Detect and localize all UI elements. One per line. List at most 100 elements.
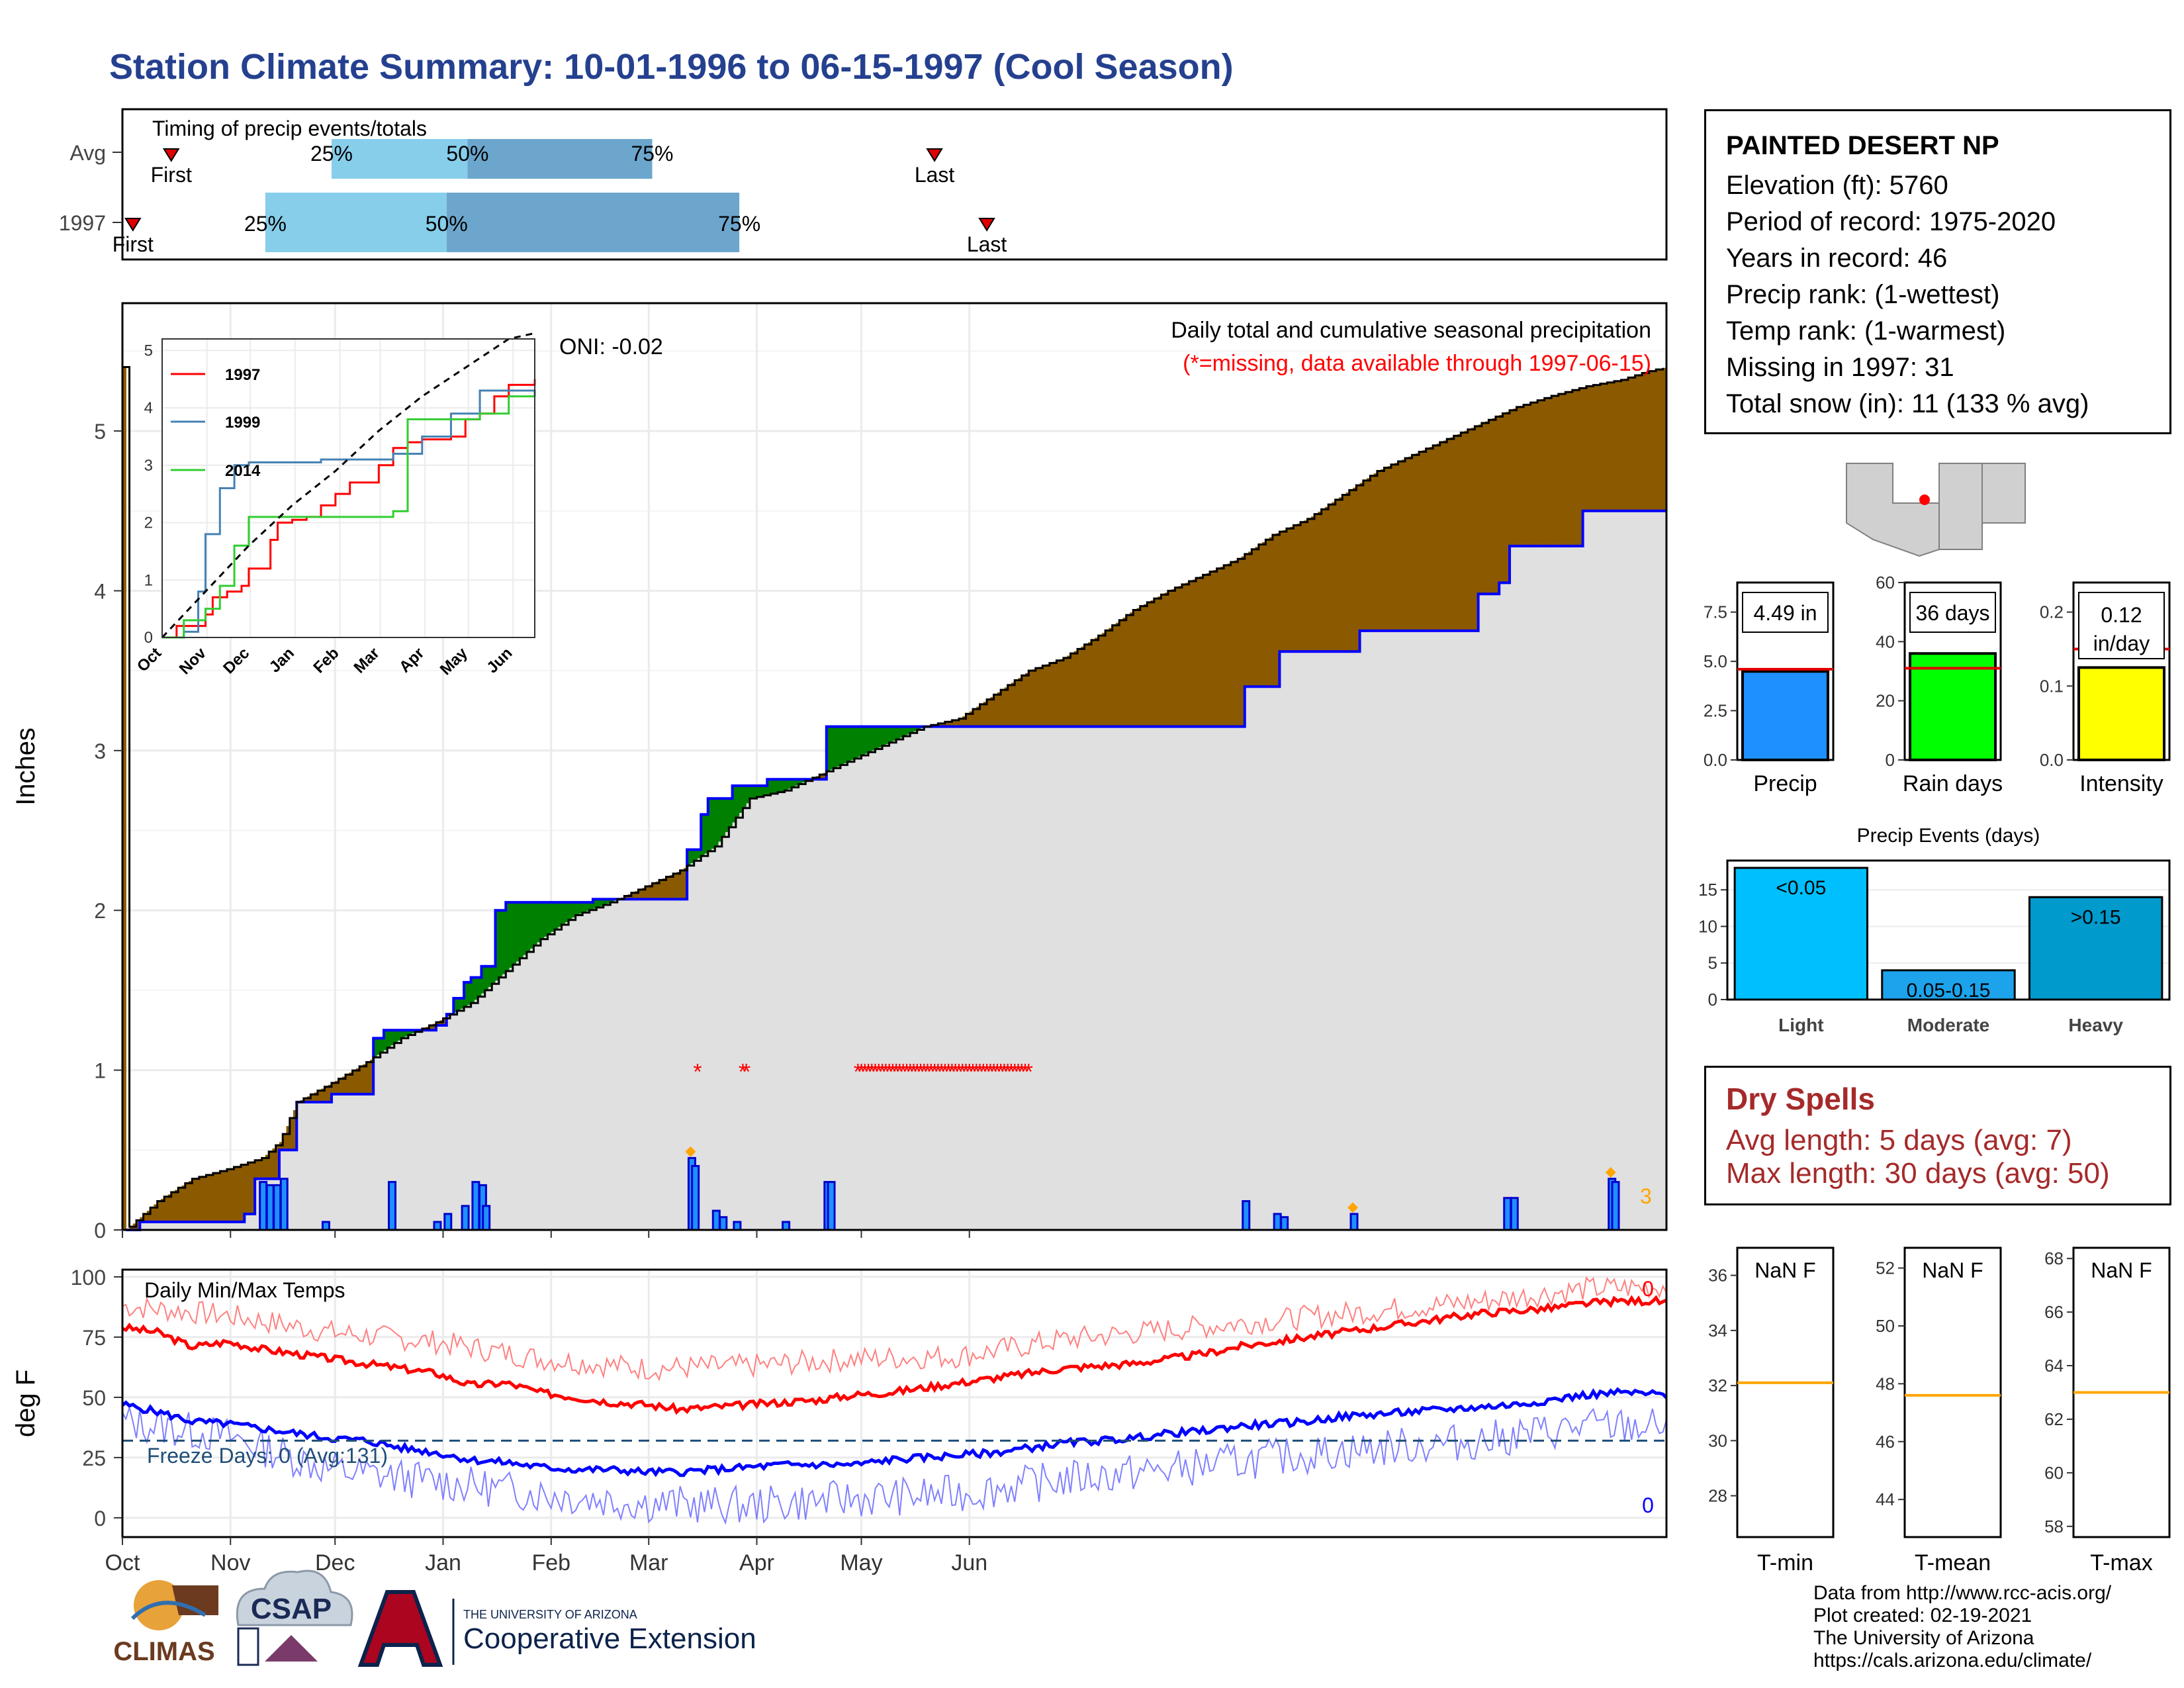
precip-avg-area (701, 856, 705, 1230)
precip-avg-area (1070, 726, 1075, 1230)
precip-avg-area (1105, 726, 1109, 1230)
precip-diff-area (784, 779, 789, 791)
inset-border (161, 338, 535, 638)
precip-avg-area (1269, 686, 1273, 1230)
precip-diff-area (209, 1174, 214, 1222)
precip-avg-area (1032, 726, 1036, 1230)
precip-avg-area (1115, 726, 1120, 1230)
precip-avg-area (1290, 651, 1295, 1230)
precip-avg-area (1164, 726, 1169, 1230)
inset-panel (161, 338, 535, 638)
precip-avg-area (293, 1150, 297, 1230)
csap-logo-mountain (265, 1635, 318, 1662)
precip-avg-area (387, 1047, 392, 1230)
precip-diff-area (1345, 492, 1350, 652)
precip-avg-area (1238, 726, 1242, 1230)
precip-diff-area (136, 1220, 140, 1230)
precip-diff-area (1457, 434, 1461, 631)
timing-label: Timing of precip events/totals (152, 117, 427, 140)
precip-diff-area (255, 1160, 259, 1179)
inset-ytick: 4 (144, 399, 153, 417)
precip-avg-area (649, 899, 653, 1230)
precip-avg-area (993, 726, 998, 1230)
missing-day-marker: * (1024, 1060, 1033, 1085)
precip-avg-area (373, 1057, 378, 1230)
precip-diff-area (377, 1038, 381, 1055)
precip-diff-area (1471, 428, 1475, 631)
precip-diff-area (868, 726, 872, 753)
precip-avg-area (1119, 726, 1124, 1230)
temp-avg-min-line (121, 1387, 1668, 1477)
precip-diff-area (1401, 459, 1406, 631)
missing-day-marker: * (954, 1060, 963, 1085)
precip-diff-area (826, 726, 831, 772)
intensity-xlabel: Intensity (2079, 771, 2163, 796)
precip-avg-area (990, 726, 995, 1230)
precip-diff-area (680, 870, 684, 900)
precip-avg-area (1527, 545, 1531, 1231)
precip-diff-area (206, 1174, 210, 1222)
tmax-value-label: NaN F (2091, 1258, 2152, 1282)
precip-diff-area (1478, 424, 1482, 594)
tmin-value-label: NaN F (1754, 1258, 1815, 1282)
precip-daily-bar (273, 1184, 282, 1231)
precip-diff-area (1049, 663, 1054, 727)
precip-daily-bar (827, 1181, 836, 1231)
precip-diff-area (261, 1158, 266, 1179)
precip-diff-area (154, 1204, 158, 1222)
precip-diff-area (1596, 384, 1601, 511)
precip-daily-bar (388, 1181, 397, 1231)
missing-day-marker: * (857, 1060, 866, 1085)
precip-diff-area (383, 1030, 388, 1051)
precip-diff-area (792, 779, 796, 788)
precip-avg-area (453, 1012, 458, 1230)
events-xlabel: Moderate (1907, 1015, 1989, 1035)
precip-avg-area (1617, 510, 1622, 1230)
precip-diff-area (1547, 397, 1552, 546)
precip-diff-area (1119, 620, 1124, 727)
precip-diff-area (1638, 374, 1643, 511)
precip-diff-area (558, 902, 563, 927)
precip-avg-area (1265, 686, 1270, 1230)
precip-diff-area (1115, 622, 1120, 727)
precip-avg-area (962, 726, 967, 1230)
precip-diff-area (847, 726, 852, 762)
precip-diff-area (1604, 383, 1608, 511)
precip-avg-area (537, 942, 541, 1230)
precip-avg-area (1499, 583, 1504, 1230)
precip-avg-area (1063, 726, 1068, 1230)
precip-avg-area (338, 1094, 343, 1230)
precip-diff-area (547, 902, 552, 935)
precip-diff-area (1272, 535, 1277, 687)
precip-diff-area (1178, 586, 1183, 727)
missing-day-marker: * (895, 1060, 904, 1085)
precip-diff-area (1461, 432, 1465, 631)
precip-diff-area (1073, 651, 1078, 727)
climas-logo-text: CLIMAS (113, 1637, 214, 1666)
precip-diff-area (471, 977, 475, 1004)
precip-avg-area (1297, 651, 1301, 1230)
precip-avg-area (1555, 545, 1559, 1231)
precip-avg-area (237, 1221, 242, 1230)
events-xlabel: Light (1778, 1015, 1823, 1035)
precip-diff-area (683, 868, 688, 900)
precip-avg-area (976, 726, 981, 1230)
precip-avg-area (1251, 686, 1256, 1230)
precip-avg-area (1387, 630, 1392, 1230)
temp-xtick-label: Mar (629, 1550, 668, 1575)
missing-day-marker: * (989, 1060, 998, 1085)
timing-row-label: Avg (69, 141, 106, 165)
precip-ytick: 5.0 (1704, 651, 1727, 671)
precip-avg-area (289, 1150, 294, 1230)
precip-avg-area (1447, 630, 1451, 1230)
precip-avg-area (575, 915, 580, 1230)
missing-day-marker: * (854, 1060, 862, 1085)
precip-diff-area (341, 1076, 346, 1094)
precip-diff-area (896, 726, 900, 739)
precip-diff-area (1527, 403, 1531, 546)
precip-avg-area (1318, 651, 1322, 1230)
precip-diff-area (1091, 639, 1095, 727)
precip-avg-area (1077, 726, 1081, 1230)
precip-avg-area (426, 1030, 430, 1230)
precip-diff-area (1328, 504, 1333, 652)
